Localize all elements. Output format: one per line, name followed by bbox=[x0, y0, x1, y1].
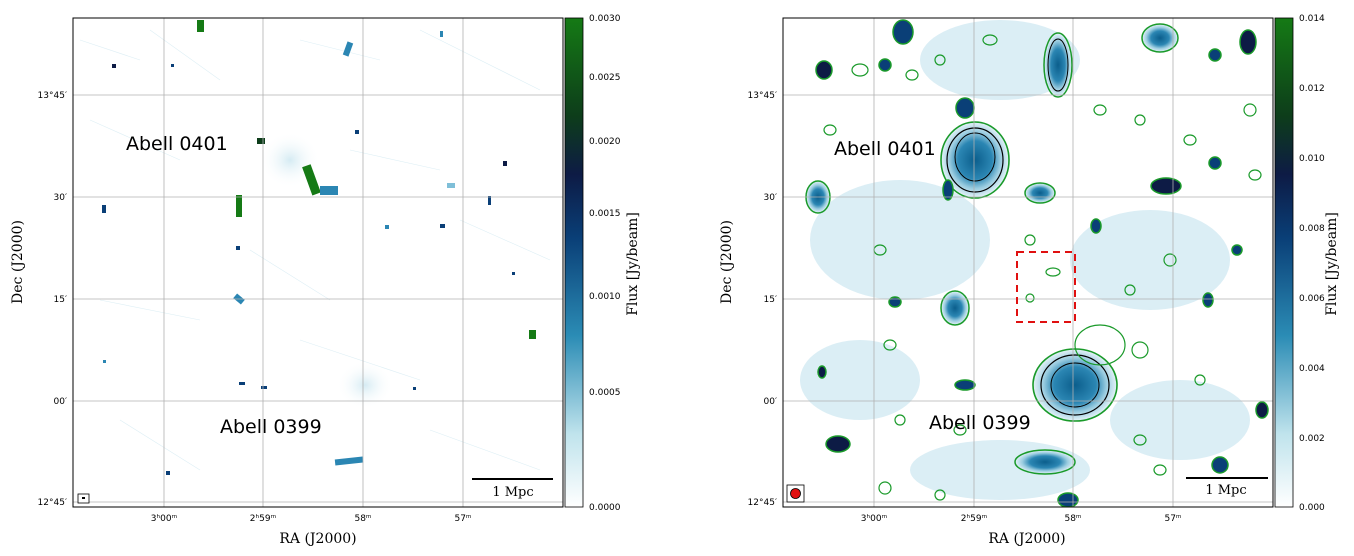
right-y-tick: 15′ bbox=[764, 295, 778, 305]
right-colorbar bbox=[1274, 17, 1294, 508]
right-grid bbox=[783, 18, 1273, 507]
right-x-axis-label: RA (J2000) bbox=[988, 531, 1065, 547]
left-y-tick: 00′ bbox=[54, 397, 68, 407]
left-cluster-label-abell0401: Abell 0401 bbox=[126, 133, 228, 155]
left-grid bbox=[73, 18, 563, 507]
left-y-tick: 30′ bbox=[54, 193, 68, 203]
right-cbar-tick: 0.004 bbox=[1299, 364, 1325, 374]
left-x-tick: 2ʰ59ᵐ bbox=[250, 514, 277, 524]
right-sources bbox=[805, 19, 1269, 507]
left-x-axis-label: RA (J2000) bbox=[279, 531, 356, 547]
right-y-tick: 13°45′ bbox=[748, 91, 777, 101]
right-cbar-tick: 0.000 bbox=[1299, 503, 1325, 513]
left-panel: 1 Mpc Abell 0401 Abell 0399 3ʰ00ᵐ 2ʰ59ᵐ … bbox=[10, 14, 641, 547]
right-colorbar-ticks: 0.014 0.012 0.010 0.008 0.006 0.004 0.00… bbox=[1299, 14, 1325, 513]
right-scale-label: 1 Mpc bbox=[1205, 483, 1246, 498]
right-cluster-label-abell0399: Abell 0399 bbox=[929, 412, 1031, 434]
right-x-tick: 57ᵐ bbox=[1164, 514, 1181, 524]
right-y-tick: 12°45′ bbox=[748, 498, 777, 508]
left-cbar-tick: 0.0030 bbox=[589, 14, 621, 24]
right-colorbar-label: Flux [Jy/beam] bbox=[1324, 212, 1340, 316]
right-cbar-tick: 0.010 bbox=[1299, 154, 1325, 164]
right-cbar-tick: 0.008 bbox=[1299, 224, 1325, 234]
right-panel: 1 Mpc Abell 0401 Abell 0399 3ʰ00ᵐ 2ʰ59ᵐ … bbox=[719, 14, 1340, 547]
right-y-tick: 00′ bbox=[764, 397, 778, 407]
left-cbar-tick: 0.0015 bbox=[589, 209, 621, 219]
left-cbar-tick: 0.0025 bbox=[589, 73, 621, 83]
left-cluster-label-abell0399: Abell 0399 bbox=[220, 416, 322, 438]
left-colorbar bbox=[564, 17, 584, 508]
left-y-tick: 12°45′ bbox=[38, 498, 67, 508]
left-scale-label: 1 Mpc bbox=[492, 485, 533, 500]
right-y-axis-label: Dec (J2000) bbox=[719, 220, 735, 304]
right-x-tick: 3ʰ00ᵐ bbox=[861, 514, 888, 524]
right-x-tick: 58ᵐ bbox=[1064, 514, 1081, 524]
left-image bbox=[73, 18, 563, 507]
right-y-tick: 30′ bbox=[764, 193, 778, 203]
left-y-tick: 15′ bbox=[54, 295, 68, 305]
right-cbar-tick: 0.002 bbox=[1299, 434, 1325, 444]
right-cbar-tick: 0.014 bbox=[1299, 14, 1325, 24]
left-y-axis-label: Dec (J2000) bbox=[10, 220, 26, 304]
left-x-tick: 58ᵐ bbox=[354, 514, 371, 524]
left-frame bbox=[72, 17, 564, 508]
left-cbar-tick: 0.0020 bbox=[589, 137, 621, 147]
right-x-tick: 2ʰ59ᵐ bbox=[961, 514, 988, 524]
left-cbar-tick: 0.0005 bbox=[589, 388, 621, 398]
left-colorbar-ticks: 0.0030 0.0025 0.0020 0.0015 0.0010 0.000… bbox=[589, 14, 621, 513]
right-dashed-region-box bbox=[1016, 251, 1076, 323]
left-cbar-tick: 0.0000 bbox=[589, 503, 621, 513]
right-cbar-tick: 0.012 bbox=[1299, 84, 1325, 94]
right-image bbox=[783, 18, 1273, 507]
left-x-tick: 57ᵐ bbox=[454, 514, 471, 524]
left-x-tick: 3ʰ00ᵐ bbox=[151, 514, 178, 524]
left-cbar-tick: 0.0010 bbox=[589, 292, 621, 302]
left-colorbar-label: Flux [Jy/beam] bbox=[625, 212, 641, 316]
left-y-tick: 13°45′ bbox=[38, 91, 67, 101]
right-frame bbox=[782, 17, 1274, 508]
right-cbar-tick: 0.006 bbox=[1299, 294, 1325, 304]
right-cluster-label-abell0401: Abell 0401 bbox=[834, 138, 936, 160]
